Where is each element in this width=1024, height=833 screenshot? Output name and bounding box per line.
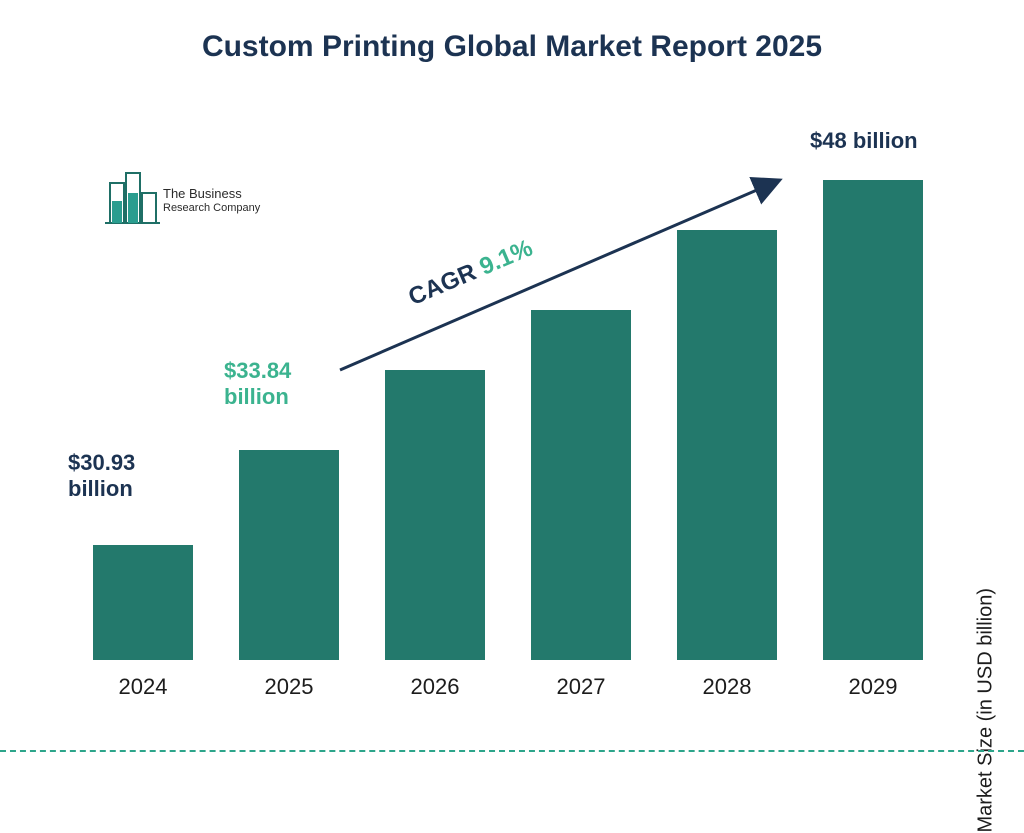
- bar: [531, 310, 631, 660]
- bar: [385, 370, 485, 660]
- chart-title: Custom Printing Global Market Report 202…: [0, 30, 1024, 64]
- bar: [677, 230, 777, 660]
- value-label: $30.93billion: [68, 450, 135, 503]
- chart-container: Custom Printing Global Market Report 202…: [0, 0, 1024, 768]
- bar-chart: 202420252026202720282029: [70, 130, 950, 660]
- bar: [239, 450, 339, 660]
- x-axis-label: 2028: [654, 674, 800, 700]
- x-axis-label: 2025: [216, 674, 362, 700]
- bar-slot: 2027: [508, 130, 654, 660]
- bar: [823, 180, 923, 660]
- bar-slot: 2028: [654, 130, 800, 660]
- value-label: $33.84billion: [224, 358, 291, 411]
- bar: [93, 545, 193, 660]
- x-axis-label: 2027: [508, 674, 654, 700]
- x-axis-label: 2026: [362, 674, 508, 700]
- y-axis-label: Market Size (in USD billion): [975, 588, 998, 833]
- bottom-dashed-rule: [0, 750, 1024, 752]
- bar-slot: 2029: [800, 130, 946, 660]
- value-label: $48 billion: [810, 128, 918, 154]
- bar-slot: 2026: [362, 130, 508, 660]
- x-axis-label: 2024: [70, 674, 216, 700]
- x-axis-label: 2029: [800, 674, 946, 700]
- bar-slot: 2024: [70, 130, 216, 660]
